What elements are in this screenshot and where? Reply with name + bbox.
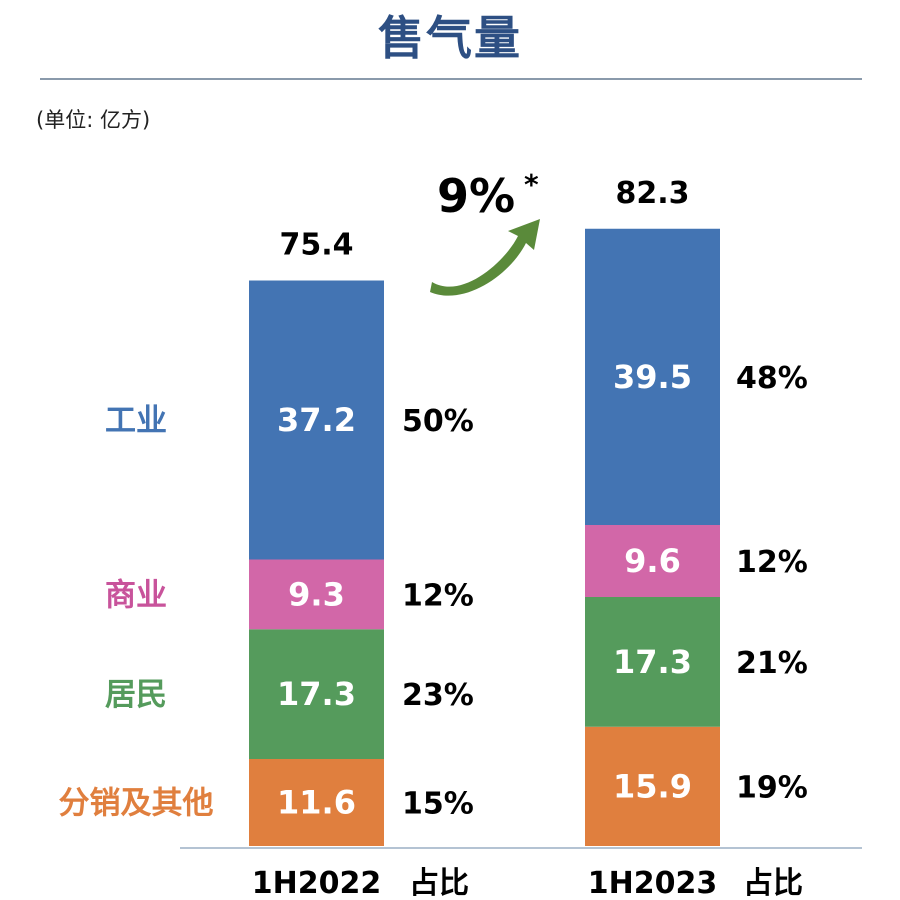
- share-percentage-label: 21%: [736, 646, 808, 681]
- bar-segment-1-4: [249, 280, 384, 560]
- share-column-header: 占比: [409, 866, 469, 900]
- series-label: 工业: [105, 403, 167, 439]
- growth-percentage: 9%: [437, 169, 515, 223]
- bar-total-label: 75.4: [279, 228, 353, 263]
- share-percentage-label: 12%: [402, 578, 474, 613]
- bar-segment-2-4: [585, 228, 720, 525]
- share-percentage-label: 12%: [736, 545, 808, 580]
- share-percentage-label: 15%: [402, 787, 474, 822]
- bar-value-label: 17.3: [613, 643, 692, 681]
- share-percentage-label: 48%: [736, 361, 808, 396]
- bar-segment-2-1: [585, 726, 720, 846]
- growth-arrow-icon: [430, 219, 540, 296]
- bar-value-label: 15.9: [613, 767, 692, 805]
- bar-value-label: 37.2: [277, 401, 356, 439]
- bar-total-label: 82.3: [615, 176, 689, 211]
- bar-value-label: 11.6: [277, 784, 356, 822]
- bar-value-label: 17.3: [277, 675, 356, 713]
- share-percentage-label: 19%: [736, 770, 808, 805]
- bar-segment-1-2: [249, 629, 384, 759]
- series-label: 分销及其他: [59, 786, 214, 822]
- bar-value-label: 9.6: [624, 542, 681, 580]
- title-divider: [40, 78, 862, 80]
- share-percentage-label: 50%: [402, 404, 474, 439]
- series-label: 商业: [105, 577, 167, 613]
- growth-footnote-marker: *: [524, 168, 539, 201]
- bar-segment-1-3: [249, 559, 384, 630]
- unit-label: (单位: 亿方): [36, 108, 151, 132]
- share-percentage-label: 23%: [402, 678, 474, 713]
- bar-segment-2-3: [585, 525, 720, 597]
- x-category-label: 1H2023: [588, 866, 717, 900]
- bar-segment-1-1: [249, 759, 384, 846]
- chart-title: 售气量: [378, 11, 522, 65]
- share-column-header: 占比: [743, 866, 803, 900]
- bar-value-label: 39.5: [613, 358, 692, 396]
- label-layer: 11.6 15% 分销及其他 17.3 23% 居民 9.3 12% 商业 37.2 50% 工业 75…: [59, 176, 808, 900]
- bar-segment-2-2: [585, 597, 720, 727]
- series-label: 居民: [105, 677, 167, 713]
- bar-value-label: 9.3: [288, 575, 345, 613]
- x-category-label: 1H2022: [252, 866, 381, 900]
- bar-layer: [249, 228, 720, 846]
